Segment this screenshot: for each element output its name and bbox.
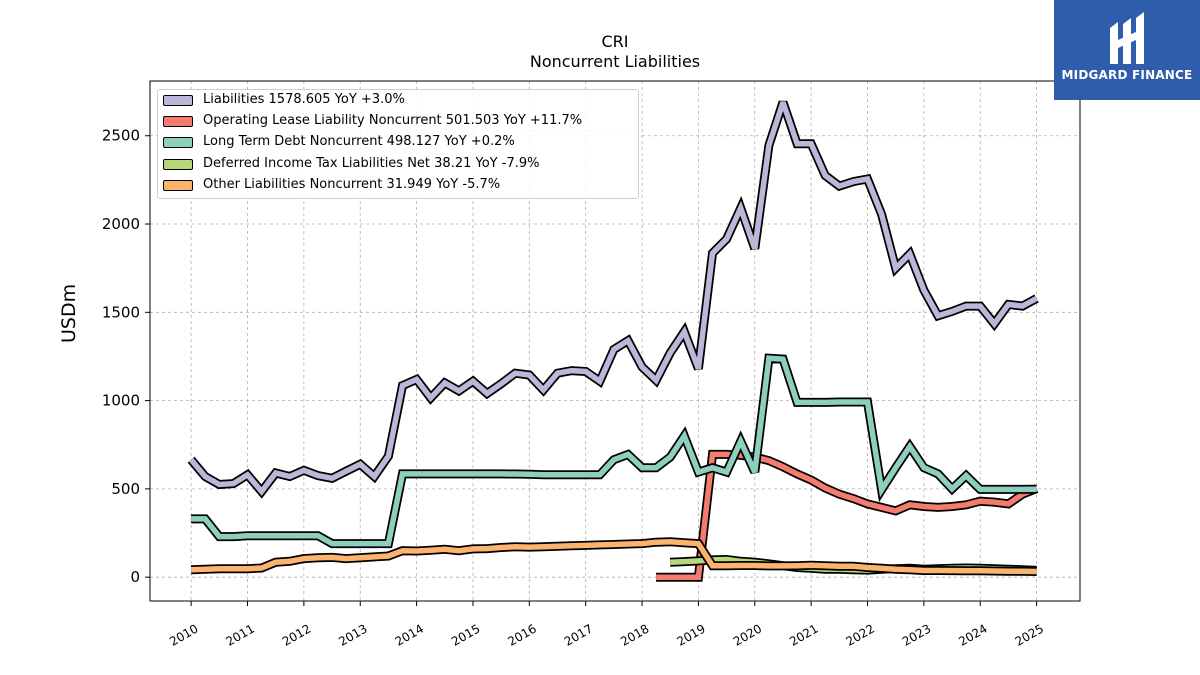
x-tick-label: 2012 [280, 621, 313, 648]
legend-label: Deferred Income Tax Liabilities Net 38.2… [203, 156, 540, 171]
x-tick-label: 2024 [956, 621, 989, 648]
legend-label: Operating Lease Liability Noncurrent 501… [203, 113, 583, 128]
x-tick-label: 2015 [449, 621, 482, 648]
legend-item-operating-lease: Operating Lease Liability Noncurrent 501… [158, 112, 638, 132]
legend-swatch [163, 116, 193, 127]
brand-logo: MIDGARD FINANCE [1054, 0, 1200, 100]
x-tick-label: 2010 [167, 621, 200, 648]
chart-subtitle: Noncurrent Liabilities [529, 52, 701, 71]
series-line [191, 539, 1037, 575]
series-line [191, 355, 1037, 547]
legend-item-liabilities: Liabilities 1578.605 YoY +3.0% [158, 91, 638, 111]
y-tick-label: 1000 [102, 392, 140, 410]
x-tick-label: 2020 [731, 621, 764, 648]
chart-legend: Liabilities 1578.605 YoY +3.0% Operating… [157, 89, 639, 199]
x-tick-label: 2022 [844, 621, 877, 648]
legend-item-long-term-debt: Long Term Debt Noncurrent 498.127 YoY +0… [158, 133, 638, 153]
legend-item-deferred-tax: Deferred Income Tax Liabilities Net 38.2… [158, 155, 638, 175]
y-tick-label: 2000 [102, 215, 140, 233]
legend-item-other-liabilities: Other Liabilities Noncurrent 31.949 YoY … [158, 176, 638, 196]
y-tick-label: 1500 [102, 303, 140, 321]
x-tick-label: 2013 [336, 621, 369, 648]
legend-swatch [163, 95, 193, 106]
x-tick-label: 2016 [505, 621, 538, 648]
plot-frame [149, 80, 1081, 602]
x-tick-label: 2014 [393, 621, 426, 648]
logo-text: MIDGARD FINANCE [1061, 68, 1193, 82]
legend-swatch [163, 137, 193, 148]
x-tick-label: 2023 [900, 621, 933, 648]
x-tick-label: 2018 [618, 621, 651, 648]
series-line [188, 101, 1038, 496]
logo-mark-icon [1110, 12, 1144, 64]
y-tick-label: 2500 [102, 127, 140, 145]
legend-label: Other Liabilities Noncurrent 31.949 YoY … [203, 177, 501, 192]
legend-label: Liabilities 1578.605 YoY +3.0% [203, 92, 405, 107]
legend-swatch [163, 180, 193, 191]
legend-swatch [163, 159, 193, 170]
chart-title: CRI [601, 32, 629, 51]
x-tick-label: 2011 [224, 621, 257, 648]
legend-label: Long Term Debt Noncurrent 498.127 YoY +0… [203, 134, 515, 149]
y-tick-label: 0 [130, 568, 140, 586]
x-tick-label: 2025 [1013, 621, 1046, 648]
x-tick-label: 2017 [562, 621, 595, 648]
y-tick-label: 500 [111, 480, 140, 498]
x-tick-label: 2019 [674, 621, 707, 648]
series-line [656, 451, 1038, 580]
x-tick-label: 2021 [787, 621, 820, 648]
